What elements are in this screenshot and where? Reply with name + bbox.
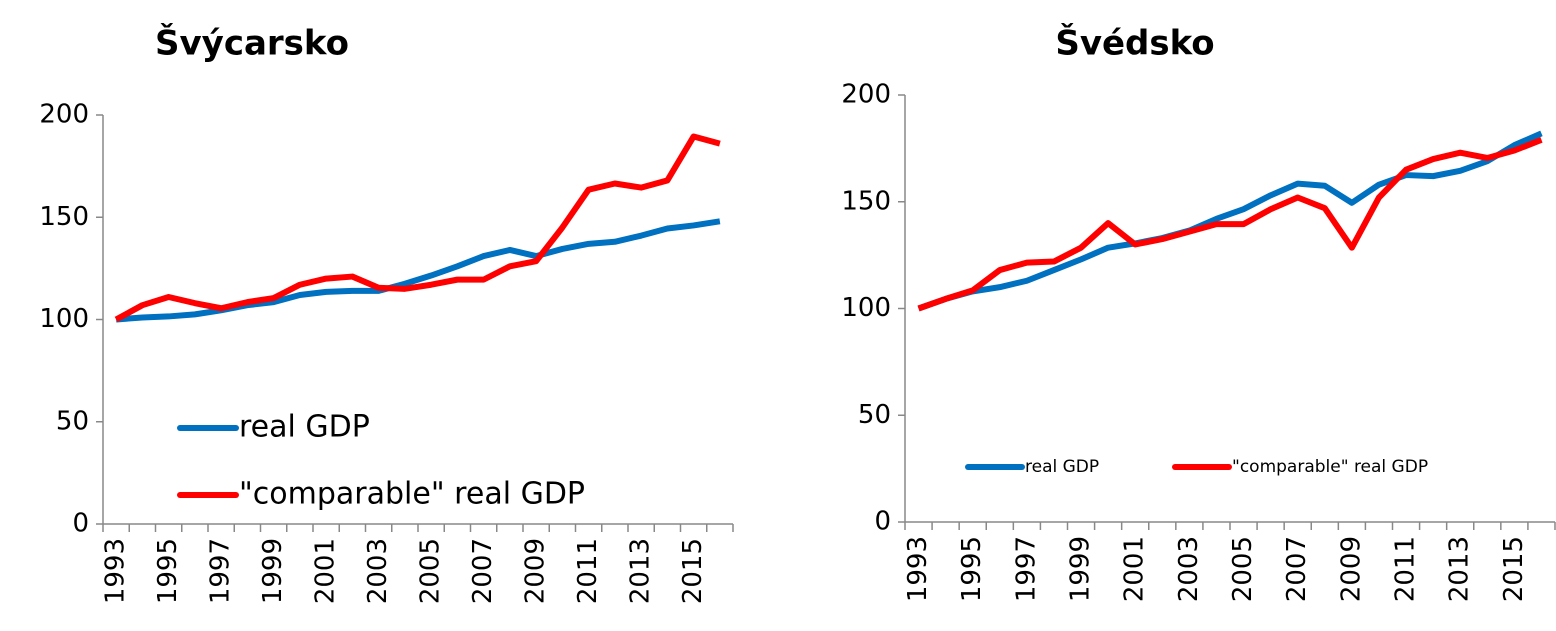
x-tick-label: 2007	[1282, 536, 1312, 602]
x-tick-label: 2013	[1445, 536, 1475, 602]
legend-label: real GDP	[239, 410, 370, 445]
y-tick-label: 0	[874, 507, 891, 537]
x-tick-label: 2003	[363, 538, 393, 604]
x-tick-label: 2007	[468, 538, 498, 604]
y-tick-label: 100	[841, 293, 891, 323]
y-tick-label: 50	[56, 406, 89, 436]
y-tick-label: 150	[39, 202, 89, 232]
chart-title: Švýcarsko	[155, 23, 349, 64]
chart-title: Švédsko	[1055, 23, 1214, 64]
x-tick-label: 1995	[153, 538, 183, 604]
x-tick-label: 2015	[1499, 536, 1529, 602]
x-tick-label: 2009	[521, 538, 551, 604]
series-line	[114, 133, 721, 323]
y-tick-label: 50	[858, 400, 891, 430]
y-tick-label: 200	[39, 100, 89, 130]
x-tick-label: 1995	[957, 536, 987, 602]
legend-label: "comparable" real GDP	[239, 477, 585, 512]
y-tick-label: 150	[841, 186, 891, 216]
x-tick-label: 1999	[258, 538, 288, 604]
legend-label: real GDP	[1025, 457, 1099, 477]
series-line	[115, 218, 721, 323]
x-tick-label: 1997	[1011, 536, 1041, 602]
x-tick-label: 2001	[311, 538, 341, 604]
x-tick-label: 2001	[1120, 536, 1150, 602]
x-tick-label: 1993	[903, 536, 933, 602]
x-tick-label: 2005	[416, 538, 446, 604]
legend-label: "comparable" real GDP	[1232, 457, 1428, 477]
x-tick-label: 2013	[626, 538, 656, 604]
x-tick-label: 1997	[206, 538, 236, 604]
y-tick-label: 0	[72, 509, 89, 539]
x-tick-label: 1993	[101, 538, 131, 604]
series-line	[917, 137, 1543, 312]
series-line	[917, 130, 1543, 312]
y-tick-label: 100	[39, 304, 89, 334]
x-tick-label: 2011	[1391, 536, 1421, 602]
x-tick-label: 2005	[1228, 536, 1258, 602]
x-tick-label: 2003	[1174, 536, 1204, 602]
x-tick-label: 2011	[573, 538, 603, 604]
x-tick-label: 2015	[678, 538, 708, 604]
y-tick-label: 200	[841, 80, 891, 110]
x-tick-label: 2009	[1336, 536, 1366, 602]
x-tick-label: 1999	[1066, 536, 1096, 602]
